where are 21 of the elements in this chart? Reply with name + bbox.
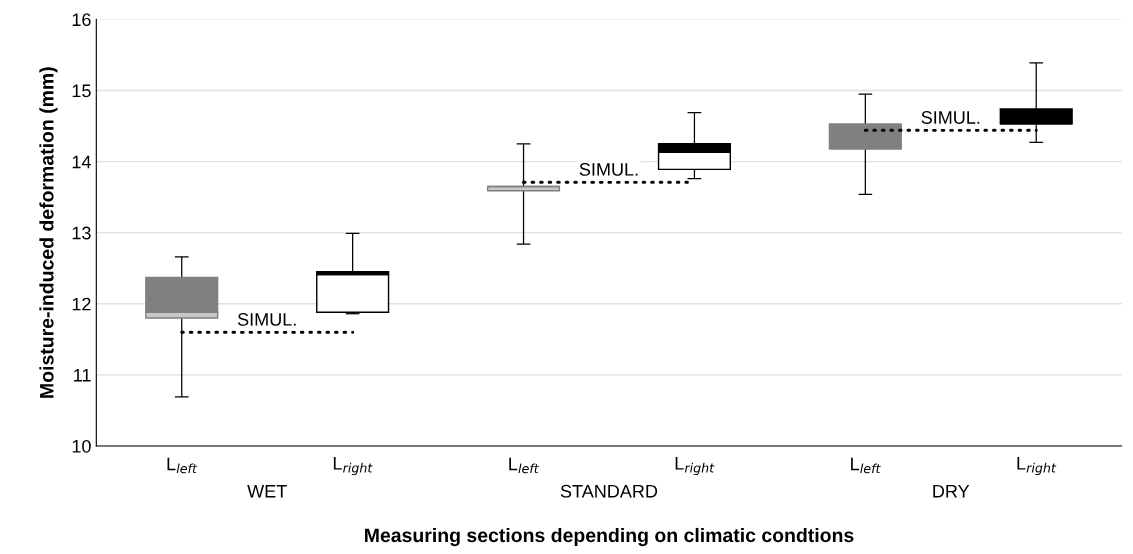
y-tick-label: 13 bbox=[72, 226, 91, 240]
y-axis-title: Moisture-induced deformation (mm) bbox=[39, 67, 58, 398]
x-tick-label: L$_{right}$ bbox=[333, 457, 373, 476]
y-tick-label: 10 bbox=[72, 439, 91, 453]
y-tick-label: 12 bbox=[72, 297, 91, 311]
x-tick-label: L$_{left}$ bbox=[167, 457, 198, 474]
series-label: SIMUL. bbox=[579, 163, 638, 176]
y-tick-label: 14 bbox=[72, 155, 91, 169]
y-tick-label: 11 bbox=[74, 368, 91, 382]
y-tick-label: 16 bbox=[72, 13, 91, 27]
text: WET bbox=[247, 485, 287, 498]
series-label: SIMUL. bbox=[237, 313, 296, 326]
x-tick-label: L$_{left}$ bbox=[509, 457, 540, 474]
series-label: SIMUL. bbox=[921, 111, 980, 124]
x-tick-label: L$_{left}$ bbox=[851, 457, 881, 474]
text: DRY bbox=[933, 485, 970, 498]
y-tick-label: 15 bbox=[72, 84, 91, 98]
x-tick-label: L$_{right}$ bbox=[1017, 457, 1057, 476]
x-axis-title: Measuring sections depending on climatic condtions bbox=[365, 527, 854, 547]
text: STANDARD bbox=[560, 484, 658, 498]
x-tick-label: L$_{right}$ bbox=[675, 457, 715, 476]
